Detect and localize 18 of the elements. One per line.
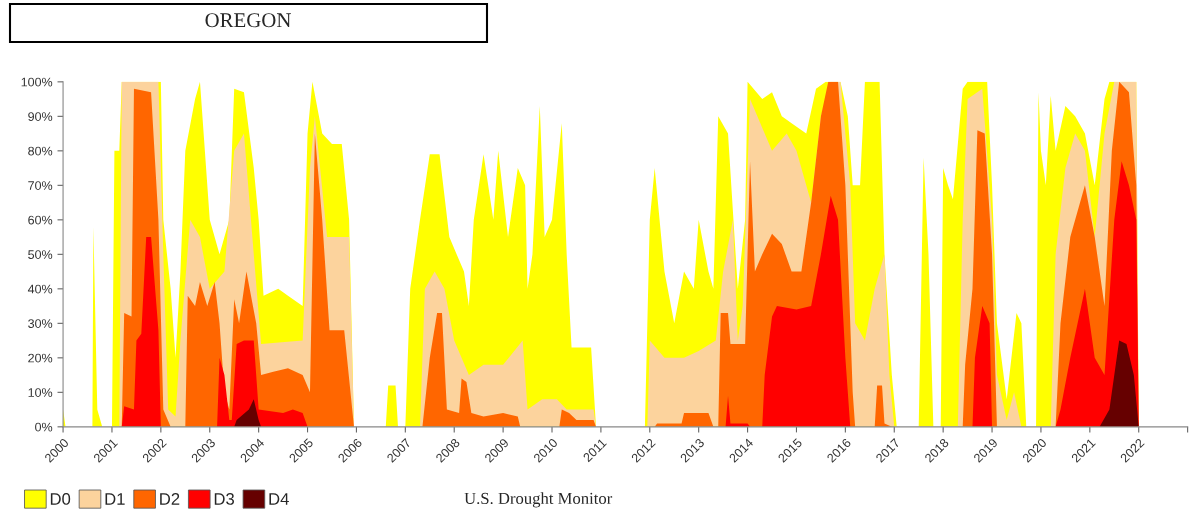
y-tick-label: 10% xyxy=(28,388,53,397)
chart-title: OREGON xyxy=(205,13,291,28)
legend-label: D2 xyxy=(160,493,180,505)
y-tick-label: 40% xyxy=(27,284,53,294)
legend-label: D1 xyxy=(105,493,125,505)
y-tick-label: 30% xyxy=(28,319,53,328)
legend-label: D0 xyxy=(50,493,71,505)
y-tick-label: 90% xyxy=(28,112,53,121)
y-tick-label: 100% xyxy=(21,77,53,87)
text: U.S. Drought Monitor xyxy=(464,492,613,508)
y-tick-label: 80% xyxy=(28,146,53,156)
y-tick-label: 70% xyxy=(28,181,53,190)
y-tick-label: 20% xyxy=(28,353,53,363)
legend-label: D4 xyxy=(269,493,289,505)
y-tick-label: 50% xyxy=(28,250,53,259)
y-tick-label: 60% xyxy=(28,215,53,225)
legend-label: D3 xyxy=(214,493,235,505)
y-tick-label: 0% xyxy=(35,422,53,432)
